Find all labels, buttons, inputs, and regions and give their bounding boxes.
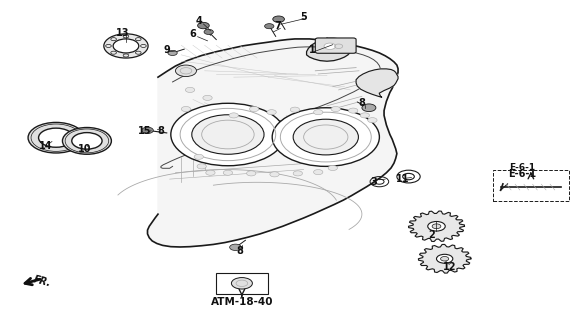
- Circle shape: [194, 154, 203, 159]
- Circle shape: [293, 119, 359, 155]
- Circle shape: [331, 107, 340, 112]
- Text: 6: 6: [190, 29, 196, 39]
- Text: 8: 8: [359, 98, 366, 108]
- Circle shape: [231, 277, 252, 289]
- Circle shape: [249, 107, 259, 112]
- Circle shape: [427, 221, 445, 231]
- Text: 10: 10: [78, 144, 92, 154]
- Text: 9: 9: [164, 45, 170, 55]
- Text: 12: 12: [443, 262, 456, 272]
- Text: FR.: FR.: [33, 275, 53, 289]
- Text: E-6-1: E-6-1: [509, 163, 535, 172]
- Circle shape: [72, 132, 102, 149]
- Circle shape: [39, 128, 74, 147]
- Circle shape: [203, 95, 212, 100]
- Text: 1: 1: [309, 45, 316, 55]
- Text: 4: 4: [196, 16, 202, 27]
- Text: E-6-1: E-6-1: [508, 169, 536, 179]
- Circle shape: [175, 65, 196, 76]
- Circle shape: [230, 244, 241, 251]
- Circle shape: [192, 115, 264, 154]
- Circle shape: [197, 22, 209, 29]
- Circle shape: [223, 170, 232, 175]
- Circle shape: [272, 108, 380, 166]
- Circle shape: [229, 113, 238, 118]
- Circle shape: [436, 254, 453, 263]
- Text: 11: 11: [396, 174, 409, 184]
- Circle shape: [28, 123, 84, 153]
- Circle shape: [267, 110, 276, 115]
- Polygon shape: [307, 38, 352, 61]
- Circle shape: [204, 29, 213, 35]
- Circle shape: [197, 164, 206, 169]
- Text: 15: 15: [138, 126, 152, 136]
- Circle shape: [142, 127, 154, 133]
- Circle shape: [432, 224, 441, 229]
- Text: 8: 8: [158, 126, 164, 136]
- Circle shape: [168, 50, 177, 55]
- Circle shape: [171, 103, 285, 166]
- Text: 2: 2: [429, 230, 435, 240]
- Text: 8: 8: [236, 246, 243, 256]
- Circle shape: [62, 127, 112, 154]
- Circle shape: [181, 107, 190, 112]
- Circle shape: [104, 34, 148, 58]
- Text: 14: 14: [39, 141, 53, 151]
- Bar: [216, 273, 267, 294]
- FancyBboxPatch shape: [315, 38, 356, 53]
- Circle shape: [360, 113, 370, 118]
- Text: 3: 3: [370, 177, 377, 187]
- Circle shape: [440, 257, 449, 261]
- Circle shape: [293, 171, 303, 176]
- Polygon shape: [418, 244, 471, 273]
- Circle shape: [113, 39, 139, 53]
- Text: 13: 13: [116, 28, 130, 37]
- Circle shape: [362, 104, 376, 112]
- Polygon shape: [356, 69, 398, 97]
- Circle shape: [314, 170, 323, 175]
- Circle shape: [324, 43, 336, 50]
- Text: 5: 5: [300, 12, 307, 22]
- Text: 7: 7: [274, 21, 281, 31]
- Polygon shape: [409, 211, 464, 242]
- Circle shape: [273, 16, 284, 22]
- Circle shape: [368, 118, 377, 123]
- Circle shape: [206, 170, 215, 175]
- Circle shape: [349, 108, 358, 113]
- Circle shape: [246, 171, 256, 176]
- Polygon shape: [148, 39, 398, 247]
- Circle shape: [185, 87, 194, 92]
- Circle shape: [265, 24, 274, 29]
- Circle shape: [328, 165, 338, 171]
- Bar: [493, 170, 569, 201]
- Circle shape: [314, 110, 323, 115]
- Text: ATM-18-40: ATM-18-40: [211, 297, 273, 307]
- Circle shape: [270, 172, 279, 177]
- Circle shape: [290, 107, 300, 112]
